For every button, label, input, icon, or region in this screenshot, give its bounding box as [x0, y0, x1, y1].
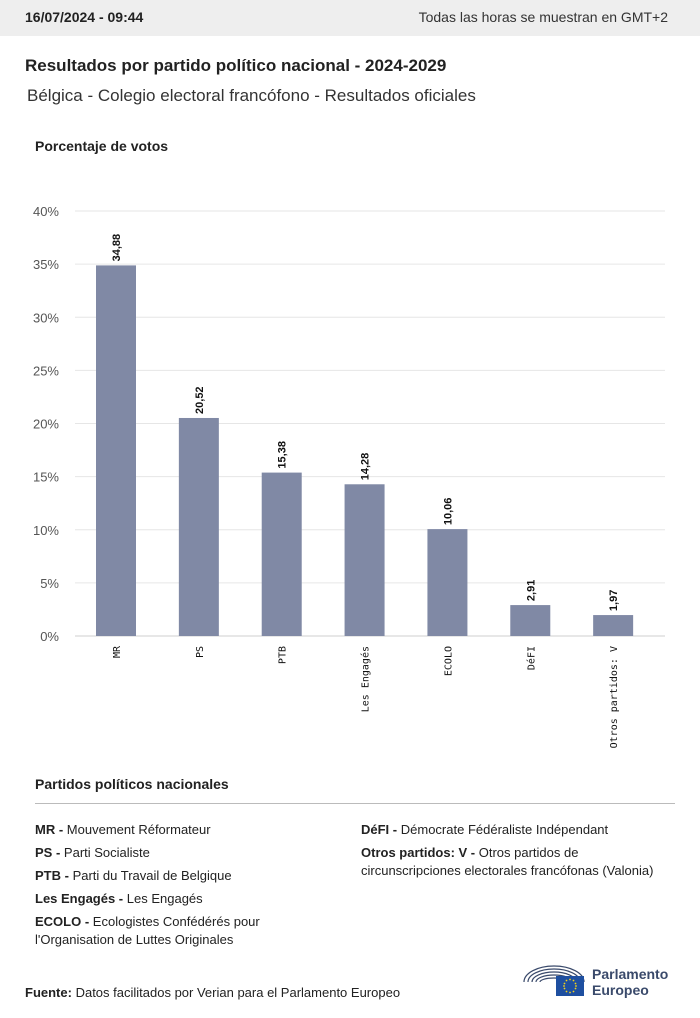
- bar: [261, 472, 302, 636]
- page-title: Resultados por partido político nacional…: [25, 56, 447, 75]
- legend-title: Partidos políticos nacionales: [35, 776, 229, 792]
- data-label: 10,06: [442, 498, 454, 526]
- timezone-note: Todas las horas se muestran en GMT+2: [418, 9, 668, 25]
- legend-abbr: DéFI -: [361, 822, 398, 837]
- legend-item: MR - Mouvement Réformateur: [35, 821, 305, 839]
- legend-abbr: MR -: [35, 822, 64, 837]
- bar: [96, 265, 136, 636]
- data-label: 1,97: [608, 590, 620, 611]
- x-tick-label: PS: [195, 646, 206, 658]
- x-tick-label: MR: [112, 645, 123, 658]
- data-label: 34,88: [111, 234, 123, 262]
- legend-name: Démocrate Fédéraliste Indépendant: [400, 822, 609, 837]
- data-label: 20,52: [194, 386, 206, 414]
- legend-item: ECOLO - Ecologistes Confédérés pour l'Or…: [35, 913, 305, 949]
- legend-item: Otros partidos: V - Otros partidos de ci…: [361, 844, 661, 880]
- y-tick-label: 0%: [40, 629, 59, 644]
- x-tick-label: Les Engagés: [360, 646, 372, 712]
- y-axis-title: Porcentaje de votos: [35, 138, 169, 154]
- page-subtitle: Bélgica - Colegio electoral francófono -…: [27, 86, 476, 105]
- source-text: Datos facilitados por Verian para el Par…: [75, 985, 401, 1000]
- data-label: 14,28: [360, 453, 372, 481]
- legend-item: PTB - Parti du Travail de Belgique: [35, 867, 305, 885]
- bar: [178, 417, 219, 636]
- legend-name: Ecologistes Confédérés pour l'Organisati…: [35, 914, 260, 947]
- source-note: Fuente: Datos facilitados por Verian par…: [25, 985, 400, 1000]
- legend-abbr: Les Engagés -: [35, 891, 124, 906]
- bar: [344, 484, 385, 636]
- timestamp: 16/07/2024 - 09:44: [25, 9, 144, 25]
- legend-abbr: PTB -: [35, 868, 69, 883]
- bar-chart: 0% 5% 10% 15% 20% 25% 30% 35% 40% 34,88 MR 20,52 PS 1…: [33, 204, 665, 748]
- legend-item: PS - Parti Socialiste: [35, 844, 305, 862]
- legend-column-left: MR - Mouvement Réformateur PS - Parti So…: [35, 821, 305, 954]
- logo-text: Parlamento Europeo: [592, 966, 668, 998]
- y-tick-label: 30%: [33, 310, 59, 325]
- y-tick-label: 10%: [33, 523, 59, 538]
- x-tick-label: Otros partidos: V: [609, 646, 620, 748]
- logo-line2: Europeo: [592, 982, 649, 998]
- bar: [427, 529, 468, 636]
- y-tick-label: 40%: [33, 204, 59, 219]
- legend-divider: [35, 803, 675, 804]
- legend-abbr: PS -: [35, 845, 61, 860]
- legend-abbr: Otros partidos: V -: [361, 845, 476, 860]
- european-parliament-logo[interactable]: Parlamento Europeo: [520, 960, 685, 1000]
- legend-name: Mouvement Réformateur: [66, 822, 211, 837]
- x-tick-label: PTB: [278, 646, 289, 664]
- data-label: 15,38: [277, 441, 289, 469]
- top-bar: 16/07/2024 - 09:44 Todas las horas se mu…: [0, 0, 700, 36]
- legend-abbr: ECOLO -: [35, 914, 90, 929]
- x-tick-label: ECOLO: [443, 646, 454, 676]
- y-tick-label: 15%: [33, 470, 59, 485]
- source-label: Fuente:: [25, 985, 72, 1000]
- bar: [593, 615, 634, 636]
- legend-column-right: DéFI - Démocrate Fédéraliste Indépendant…: [361, 821, 661, 885]
- x-tick-label: DéFI: [525, 646, 537, 670]
- legend-name: Parti Socialiste: [63, 845, 150, 860]
- y-tick-label: 35%: [33, 257, 59, 272]
- y-tick-label: 25%: [33, 363, 59, 378]
- legend-name: Otros partidos de circunscripciones elec…: [361, 845, 654, 878]
- legend-item: DéFI - Démocrate Fédéraliste Indépendant: [361, 821, 661, 839]
- european-parliament-logo-icon: [523, 965, 585, 996]
- logo-line1: Parlamento: [592, 966, 669, 982]
- bar: [510, 605, 551, 636]
- legend-item: Les Engagés - Les Engagés: [35, 890, 305, 908]
- legend-name: Les Engagés: [126, 891, 203, 906]
- legend-name: Parti du Travail de Belgique: [72, 868, 232, 883]
- data-label: 2,91: [525, 580, 537, 601]
- y-tick-label: 5%: [40, 576, 59, 591]
- y-tick-label: 20%: [33, 417, 59, 432]
